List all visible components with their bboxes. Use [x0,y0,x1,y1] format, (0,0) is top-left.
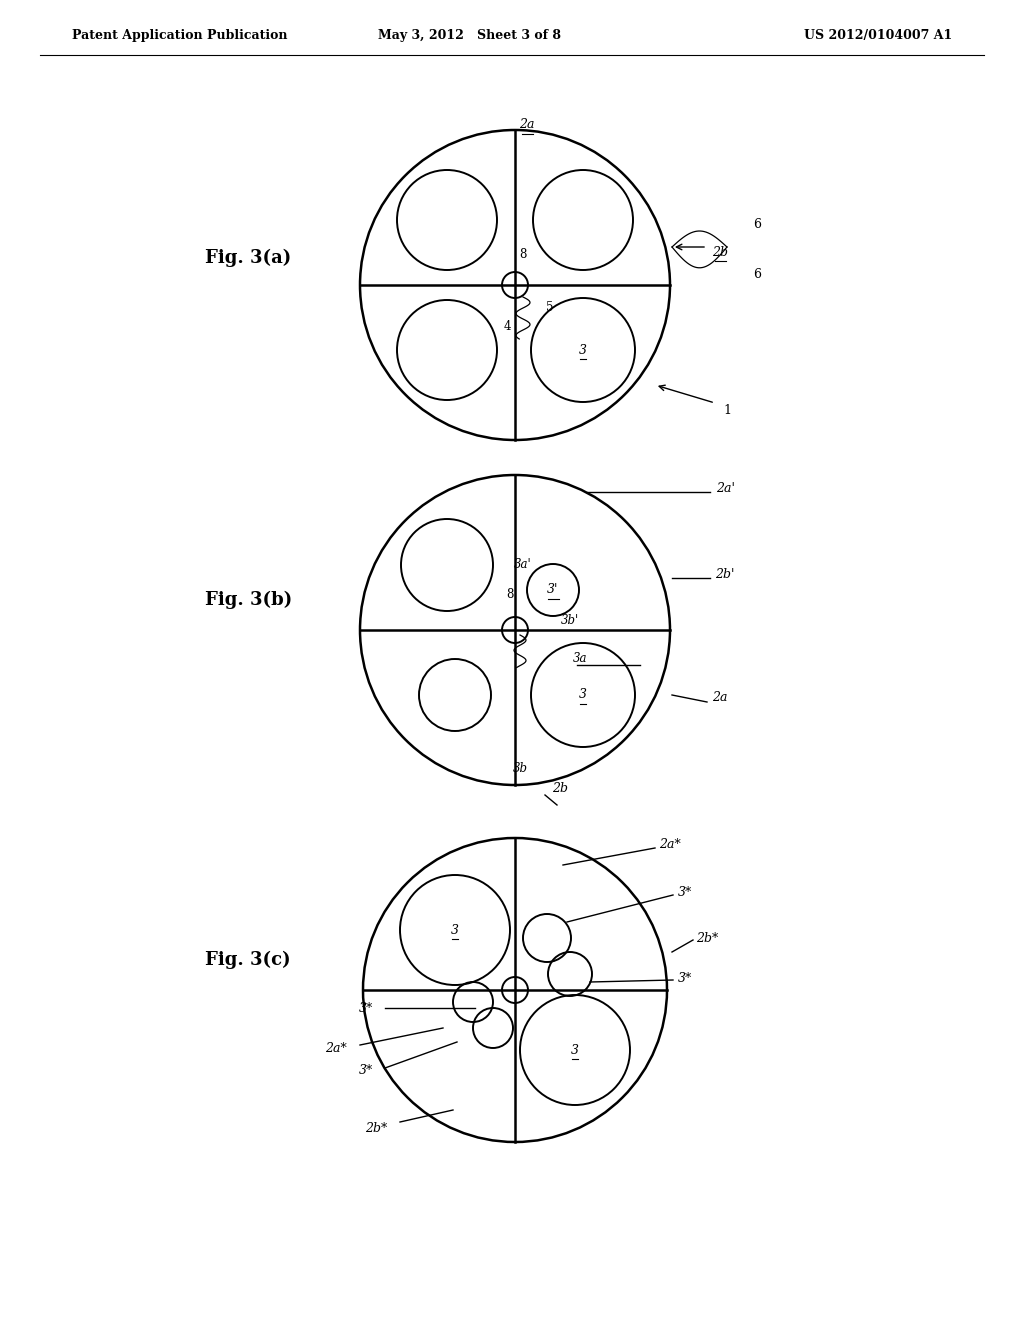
Text: 2a*: 2a* [326,1041,347,1055]
Text: 3*: 3* [678,972,692,985]
Text: May 3, 2012   Sheet 3 of 8: May 3, 2012 Sheet 3 of 8 [379,29,561,41]
Text: 3': 3' [547,583,559,597]
Text: 3: 3 [579,689,587,701]
Text: 3: 3 [451,924,459,936]
Text: 2a: 2a [519,119,535,132]
Text: 2b*: 2b* [696,932,718,945]
Text: Patent Application Publication: Patent Application Publication [72,29,288,41]
Text: 2b: 2b [552,781,568,795]
Text: Fig. 3(a): Fig. 3(a) [205,249,291,267]
Text: 6: 6 [753,268,761,281]
Text: 3a': 3a' [514,558,531,572]
Text: Fig. 3(b): Fig. 3(b) [205,591,292,609]
Text: 6: 6 [753,219,761,231]
Text: 2a: 2a [713,692,728,705]
Text: 2b': 2b' [716,569,734,582]
Text: 8: 8 [506,589,514,602]
Text: 3*: 3* [358,1002,373,1015]
Text: 5: 5 [546,301,554,314]
Text: 3a: 3a [572,652,587,664]
Text: 2a': 2a' [716,482,734,495]
Text: 2a*: 2a* [659,838,681,851]
Text: US 2012/0104007 A1: US 2012/0104007 A1 [804,29,952,41]
Text: 3b: 3b [512,762,527,775]
Text: 3b': 3b' [561,614,580,627]
Text: 3*: 3* [358,1064,373,1077]
Text: 3*: 3* [678,886,692,899]
Text: 8: 8 [519,248,526,261]
Text: 1: 1 [723,404,731,417]
Text: 3: 3 [571,1044,579,1056]
Text: Fig. 3(c): Fig. 3(c) [205,950,291,969]
Text: 2b: 2b [712,246,728,259]
Text: 4: 4 [503,321,511,334]
Text: 2b*: 2b* [365,1122,387,1134]
Text: 3: 3 [579,343,587,356]
